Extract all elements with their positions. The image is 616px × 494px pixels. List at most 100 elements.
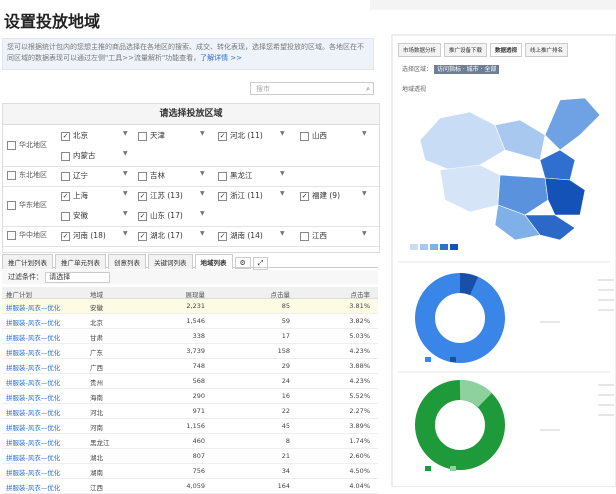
dropdown-arrow[interactable]: ▼ (123, 150, 128, 157)
plan-link[interactable]: 拼服装-风衣—优化 (6, 319, 61, 327)
checkbox[interactable]: ✓ (61, 131, 70, 141)
checkbox[interactable]: ✓ (218, 191, 227, 201)
dropdown-arrow[interactable]: ▼ (280, 130, 285, 137)
checkbox[interactable] (138, 131, 147, 141)
checkbox[interactable]: ✓ (218, 231, 227, 241)
checkbox[interactable] (300, 131, 309, 141)
tab[interactable]: 推广单元列表 (55, 254, 106, 269)
checkbox[interactable]: ✓ (61, 231, 70, 241)
dropdown-arrow[interactable]: ▼ (280, 190, 285, 197)
dropdown-arrow[interactable]: ▼ (200, 210, 205, 217)
column-header: 推广计划 (6, 291, 32, 299)
legend-swatch (430, 244, 438, 250)
checkbox[interactable] (7, 140, 16, 150)
region-label: 福建 (9) (312, 191, 341, 200)
checkbox[interactable] (7, 170, 16, 180)
dropdown-arrow[interactable]: ▼ (200, 230, 205, 237)
plan-link[interactable]: 拼服装-风衣—优化 (6, 439, 61, 447)
plan-link[interactable]: 拼服装-风衣—优化 (6, 469, 61, 477)
group-name: 华中地区 (19, 231, 47, 239)
dropdown-arrow[interactable]: ▼ (200, 190, 205, 197)
right-filter: 选择区域： 访问指标 · 城市 · 全部 (402, 64, 500, 74)
plan-link[interactable]: 拼服装-风衣—优化 (6, 334, 61, 342)
checkbox[interactable] (61, 171, 70, 181)
dropdown-arrow[interactable]: ▼ (200, 170, 205, 177)
right-tab[interactable]: 数据透视 (490, 43, 523, 57)
group-label: 东北地区 (7, 170, 47, 180)
tab[interactable]: 推广计划列表 (2, 254, 53, 269)
dropdown-arrow[interactable]: ▼ (200, 130, 205, 137)
cell: 29 (281, 362, 290, 370)
plan-link[interactable]: 拼服装-风衣—优化 (6, 349, 61, 357)
filter-select[interactable]: 请选择 (45, 272, 111, 283)
filter-bar: 过滤条件： 请选择 (2, 270, 378, 284)
expand-icon[interactable]: ⤢ (252, 257, 269, 270)
legend-swatch (450, 244, 458, 250)
checkbox[interactable]: ✓ (61, 191, 70, 201)
dropdown-arrow[interactable]: ▼ (362, 190, 367, 197)
dropdown-arrow[interactable]: ▼ (123, 170, 128, 177)
region-group: 华北地区 ✓ 北京 ▼ 天津 ▼ ✓ 河北 (11) ▼ 山西 ▼ 内蒙古 ▼ (3, 126, 379, 167)
region-picker: 请选择投放区域 华北地区 ✓ 北京 ▼ 天津 ▼ ✓ 河北 (11) ▼ 山西 ▼ 内蒙古 ▼ 东北地区辽… (2, 103, 380, 253)
cell: 22 (281, 407, 290, 415)
map-title: 地域透视 (402, 86, 427, 93)
plan-link[interactable]: 拼服装-风衣—优化 (6, 379, 61, 387)
dropdown-arrow[interactable]: ▼ (362, 130, 367, 137)
right-tab[interactable]: 市场数据分析 (398, 43, 442, 57)
tab[interactable]: 关键词列表 (148, 254, 193, 269)
legend-swatch (450, 357, 456, 362)
cell: 59 (281, 317, 290, 325)
checkbox[interactable] (7, 230, 16, 240)
cell: 3,739 (186, 347, 205, 355)
plan-link[interactable]: 拼服装-风衣—优化 (6, 304, 61, 312)
checkbox[interactable]: ✓ (138, 231, 147, 241)
plan-link[interactable]: 拼服装-风衣—优化 (6, 484, 61, 492)
checkbox[interactable] (300, 231, 309, 241)
checkbox[interactable]: ✓ (138, 211, 147, 221)
checkbox[interactable]: ✓ (218, 131, 227, 141)
dropdown-arrow[interactable]: ▼ (280, 170, 285, 177)
notice-link[interactable]: 了解详情 >> (200, 54, 243, 62)
dropdown-arrow[interactable]: ▼ (280, 230, 285, 237)
settings-icon[interactable]: ⚙ (234, 257, 251, 269)
table-row: 拼服装-风衣—优化 广东 3,739 158 4.23% (2, 344, 378, 359)
cell: 3.82% (349, 317, 370, 325)
plan-link[interactable]: 拼服装-风衣—优化 (6, 409, 61, 417)
cell: 2.60% (349, 452, 370, 460)
region-item: 安徽 ▼ (61, 210, 137, 221)
right-tab[interactable]: 推广设备下载 (444, 43, 488, 57)
checkbox[interactable]: ✓ (138, 191, 147, 201)
checkbox[interactable] (7, 200, 16, 210)
region-item: ✓ 河南 (18) ▼ (61, 230, 137, 241)
tab[interactable]: 创意列表 (108, 254, 146, 269)
right-filter-button[interactable]: 访问指标 · 城市 · 全部 (433, 65, 500, 74)
right-tab[interactable]: 线上推广排名 (525, 43, 569, 57)
plan-link[interactable]: 拼服装-风衣—优化 (6, 424, 61, 432)
table-row: 拼服装-风衣—优化 北京 1,546 59 3.82% (2, 314, 378, 329)
region-item: 黑龙江 ▼ (218, 170, 294, 181)
region-item: 辽宁 ▼ (61, 170, 137, 181)
checkbox[interactable] (61, 151, 70, 161)
table-row: 拼服装-风衣—优化 湖南 756 34 4.50% (2, 464, 378, 479)
cell: 贵州 (90, 379, 103, 387)
checkbox[interactable] (61, 211, 70, 221)
checkbox[interactable] (138, 171, 147, 181)
plan-link[interactable]: 拼服装-风衣—优化 (6, 364, 61, 372)
plan-link[interactable]: 拼服装-风衣—优化 (6, 454, 61, 462)
search-icon[interactable]: ⌕ (366, 85, 370, 93)
checkbox[interactable] (218, 171, 227, 181)
dropdown-arrow[interactable]: ▼ (123, 210, 128, 217)
column-header: 展现量 (185, 291, 206, 299)
dropdown-arrow[interactable]: ▼ (362, 230, 367, 237)
tab[interactable]: 地域列表 (194, 254, 233, 269)
search-box[interactable]: 搜市 ⌕ (250, 82, 374, 95)
checkbox[interactable]: ✓ (300, 191, 309, 201)
cell: 湖北 (90, 454, 103, 462)
dropdown-arrow[interactable]: ▼ (123, 190, 128, 197)
plan-link[interactable]: 拼服装-风衣—优化 (6, 394, 61, 402)
dropdown-arrow[interactable]: ▼ (123, 230, 128, 237)
browser-strip (370, 0, 616, 10)
cell: 3.81% (349, 302, 370, 310)
dropdown-arrow[interactable]: ▼ (123, 130, 128, 137)
cell: 河北 (90, 409, 103, 417)
